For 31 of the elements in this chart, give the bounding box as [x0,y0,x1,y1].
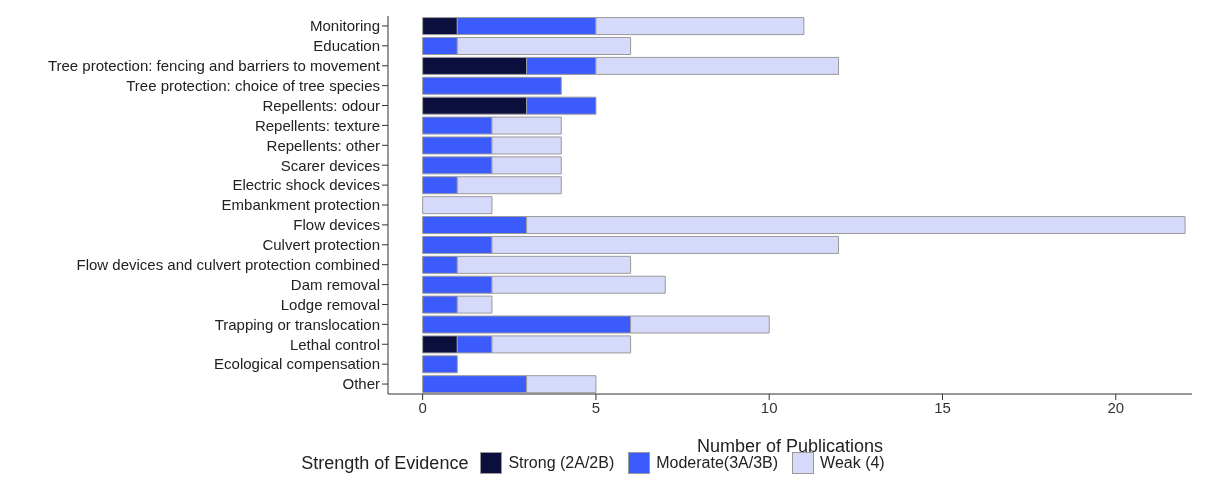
y-tick-label: Repellents: other [266,136,380,154]
y-tick-label: Lodge removal [280,295,380,313]
x-tick-label: 5 [591,398,601,416]
legend-label: Moderate(3A/3B) [655,453,779,473]
y-tick-label: Repellents: odour [262,96,380,114]
y-tick-label: Embankment protection [221,196,380,214]
x-tick-label: 15 [934,398,951,416]
y-tick-label: Culvert protection [262,236,380,254]
legend-label: Strong (2A/2B) [507,453,615,473]
x-tick-label: 20 [1107,398,1125,416]
y-tick-label: Lethal control [289,335,380,353]
y-tick-label: Other [342,375,380,393]
bar [422,76,562,95]
y-tick-label: Electric shock devices [232,176,380,194]
x-axis-title: Number of Publications [696,436,884,456]
y-tick-label: Dam removal [290,275,380,293]
y-tick-label: Flow devices and culvert protection combined [76,256,380,274]
x-tick-label: 10 [760,398,778,416]
y-tick-label: Education [313,37,380,55]
legend-label: Weak (4) [819,453,885,473]
y-tick-label: Trapping or translocation [214,315,380,333]
bar [422,196,493,215]
legend-title: Strength of Evidence [301,452,469,474]
x-tick-label: 0 [418,398,427,416]
y-tick-label: Tree protection: fencing and barriers to movement [47,57,381,75]
y-tick-label: Monitoring [309,17,380,35]
y-tick-label: Flow devices [293,216,380,234]
y-tick-label: Scarer devices [280,156,380,174]
y-tick-label: Ecological compensation [214,355,380,373]
y-tick-label: Tree protection: choice of tree species [126,76,380,94]
y-tick-label: Repellents: texture [254,116,380,134]
